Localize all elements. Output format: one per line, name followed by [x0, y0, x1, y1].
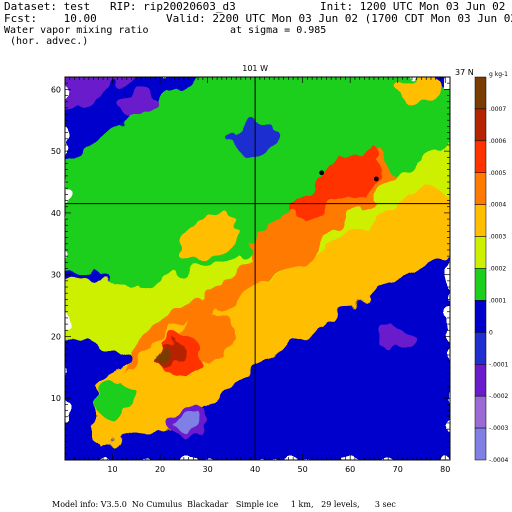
colorbar-label: .0004 — [489, 202, 506, 209]
colorbar-label: -.0001 — [489, 361, 509, 368]
forecast-hour-label: Fcst: 10.00 — [4, 12, 97, 25]
station-marker-0 — [319, 170, 325, 176]
colorbar-label: -.0002 — [489, 393, 509, 400]
colorbar-label: .0006 — [489, 138, 506, 145]
region-south-peak — [156, 345, 174, 365]
field-fill — [65, 40, 450, 460]
region-northeast-max — [317, 153, 384, 198]
longitude-label: 101 W — [242, 64, 268, 73]
x-tick-label: 50 — [298, 465, 308, 474]
colorbar-label: .0005 — [489, 170, 506, 177]
model-info-footer: Model info: V3.5.0 No Cumulus Blackadar … — [52, 500, 396, 509]
region-top-moist — [364, 40, 412, 65]
dataset-label: Dataset: test RIP: rip20020603_d3 — [4, 0, 236, 13]
valid-time-label: Valid: 2200 UTC Mon 03 Jun 02 (1700 CDT … — [166, 12, 512, 25]
region-orange-band — [93, 188, 450, 448]
x-tick-label: 10 — [107, 465, 117, 474]
colorbar-swatch — [474, 172, 487, 205]
sigma-level-label: at sigma = 0.985 — [230, 25, 327, 36]
region-southern-driest — [177, 414, 200, 432]
field-name-label: Water vapor mixing ratio — [4, 25, 149, 36]
region-mid-orange — [177, 214, 238, 261]
colorbar-label: .0001 — [489, 297, 506, 304]
region-central-red — [246, 217, 321, 271]
colorbar-swatch — [474, 236, 487, 269]
y-tick-label: 30 — [51, 271, 61, 280]
reference-lines: 101 W 37 N — [65, 64, 474, 460]
colorbar-label: .0007 — [489, 106, 506, 113]
x-tick-label: 30 — [202, 465, 212, 474]
y-tick-label: 10 — [51, 394, 61, 403]
colorbar-swatch — [474, 395, 487, 429]
colorbar-swatch — [474, 300, 487, 333]
x-tick-label: 20 — [155, 465, 165, 474]
colorbar-label: .0003 — [489, 234, 506, 241]
colorbar-swatch — [474, 427, 487, 461]
region-northwest-pocket — [117, 88, 155, 115]
station-marker-1 — [373, 176, 379, 182]
x-tick-label: 80 — [440, 465, 450, 474]
x-tick-label: 60 — [345, 465, 355, 474]
colorbar-unit: g kg-1 — [489, 71, 508, 78]
colorbar-label: -.0003 — [489, 425, 509, 432]
colorbar-swatch — [474, 76, 487, 110]
region-corner-dry — [65, 52, 108, 77]
x-tick-label: 70 — [393, 465, 403, 474]
y-tick-label: 50 — [51, 147, 61, 156]
colorbar-label: -.0004 — [489, 457, 509, 464]
init-time-label: Init: 1200 UTC Mon 03 Jun 02 — [320, 0, 506, 13]
colorbar: .0007 .0006 .0005 .0004 .0003 .0002 .0001 0 -.00… — [474, 71, 509, 464]
colorbar-swatch — [474, 140, 487, 173]
markers — [319, 170, 379, 182]
colorbar-swatch — [474, 108, 487, 142]
colorbar-swatch — [474, 332, 487, 365]
x-tick-label: 40 — [250, 465, 260, 474]
colorbar-label: .0002 — [489, 266, 506, 273]
colorbar-swatch — [474, 364, 487, 397]
latitude-label: 37 N — [455, 68, 474, 77]
y-tick-label: 20 — [51, 332, 61, 341]
y-tick-label: 40 — [51, 209, 61, 218]
y-tick-label: 60 — [51, 85, 61, 94]
colorbar-swatch — [474, 268, 487, 301]
field-subtitle: (hor. advec.) — [10, 36, 89, 47]
axes: 10 20 30 40 50 60 70 80 10 20 30 40 50 60 — [51, 76, 451, 474]
region-northwest-dry — [65, 77, 140, 115]
field-layer — [65, 40, 450, 460]
region-southwest-moist — [93, 379, 132, 417]
colorbar-label: 0 — [489, 329, 493, 336]
region-east-dry — [378, 324, 417, 349]
colorbar-swatch — [474, 204, 487, 237]
region-northeast-moist — [397, 77, 446, 102]
